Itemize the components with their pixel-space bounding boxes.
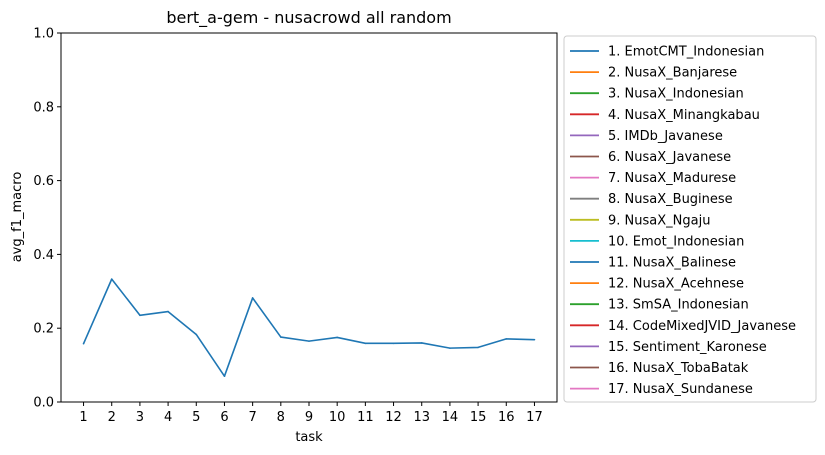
data-point (505, 338, 508, 340)
legend-label: 2. NusaX_Banjarese (608, 66, 737, 81)
data-point (251, 297, 254, 299)
data-point (477, 346, 479, 349)
legend-label: 7. NusaX_Madurese (608, 171, 736, 186)
data-point (392, 342, 395, 345)
data-point (139, 314, 141, 317)
x-tick-label: 16 (498, 410, 515, 425)
chart-title: bert_a-gem - nusacrowd all random (166, 8, 451, 28)
series-layer (82, 278, 536, 377)
x-axis-ticks: 1 2 3 4 5 6 7 8 9 10 11 12 13 14 15 16 17 (79, 402, 543, 425)
x-tick-label: 11 (357, 410, 374, 425)
x-axis-label: task (295, 430, 323, 445)
x-tick-label: 5 (192, 410, 200, 425)
legend-label: 5. IMDb_Javanese (608, 129, 723, 144)
data-point (308, 340, 310, 342)
y-tick-label: 0.4 (33, 248, 54, 263)
legend-label: 16. NusaX_TobaBatak (608, 361, 749, 376)
data-point (223, 375, 226, 377)
y-tick-label: 1.0 (33, 27, 54, 42)
legend-label: 11. NusaX_Balinese (608, 256, 736, 271)
legend-label: 10. Emot_Indonesian (608, 234, 744, 249)
x-tick-label: 4 (164, 410, 172, 425)
data-point (364, 342, 367, 345)
legend-label: 1. EmotCMT_Indonesian (608, 45, 764, 60)
series-line (82, 278, 535, 377)
data-point (280, 336, 282, 338)
data-point (195, 333, 198, 336)
plot-area (60, 32, 558, 403)
x-tick-label: 17 (526, 410, 543, 425)
legend-label: 14. CodeMixedJVID_Javanese (608, 319, 796, 334)
x-tick-label: 13 (413, 410, 430, 425)
x-tick-label: 3 (136, 410, 144, 425)
y-axis-label: avg_f1_macro (10, 172, 25, 263)
y-tick-label: 0.0 (33, 396, 54, 411)
legend-label: 17. NusaX_Sundanese (608, 382, 753, 397)
x-tick-label: 9 (305, 410, 313, 425)
data-point (533, 338, 536, 341)
data-point (110, 278, 113, 280)
data-point (336, 336, 338, 339)
y-tick-label: 0.6 (33, 174, 54, 189)
y-axis-ticks: 0.0 0.2 0.4 0.6 0.8 1.0 (33, 27, 61, 411)
legend-label: 9. NusaX_Ngaju (608, 213, 710, 228)
x-tick-label: 1 (79, 410, 87, 425)
y-tick-label: 0.2 (33, 322, 54, 337)
x-tick-label: 10 (329, 410, 346, 425)
legend-label: 8. NusaX_Buginese (608, 192, 733, 207)
x-tick-label: 6 (220, 410, 228, 425)
x-tick-label: 15 (470, 410, 487, 425)
legend-label: 3. NusaX_Indonesian (608, 87, 744, 102)
legend-frame (563, 35, 817, 403)
legend-label: 12. NusaX_Acehnese (608, 277, 744, 292)
legend: 1. EmotCMT_Indonesian 2. NusaX_Banjarese 3… (563, 35, 817, 403)
data-point (420, 342, 423, 344)
x-tick-label: 8 (277, 410, 285, 425)
legend-label: 13. SmSA_Indonesian (608, 298, 749, 313)
data-point (167, 310, 169, 313)
data-point (449, 347, 451, 349)
legend-label: 4. NusaX_Minangkabau (608, 108, 760, 123)
x-tick-label: 7 (248, 410, 256, 425)
legend-label: 15. Sentiment_Karonese (608, 340, 767, 355)
y-tick-label: 0.8 (33, 100, 54, 115)
legend-label: 6. NusaX_Javanese (608, 150, 731, 165)
x-tick-label: 12 (385, 410, 402, 425)
data-point (82, 342, 85, 345)
x-tick-label: 2 (108, 410, 116, 425)
x-tick-label: 14 (442, 410, 459, 425)
